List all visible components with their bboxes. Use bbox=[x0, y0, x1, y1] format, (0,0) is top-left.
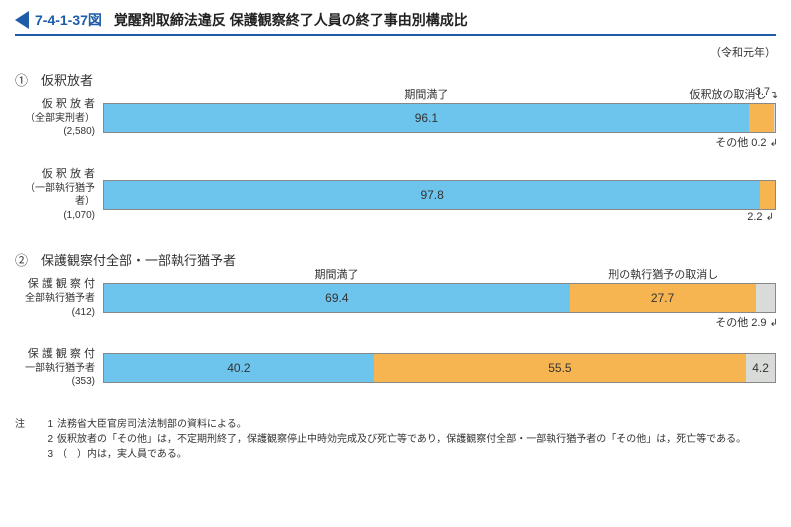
label-other: その他 2.9 ↲ bbox=[715, 314, 778, 330]
chart-row: 保 護 観 察 付 全部執行猶予者 (412)期間満了刑の執行猶予の取消し69.… bbox=[15, 277, 776, 319]
labels-below: その他 2.9 ↲ bbox=[103, 314, 776, 330]
bar-segment: 27.7 bbox=[570, 284, 756, 312]
footnote-label: 注 bbox=[15, 417, 39, 462]
footnotes: 注 1 法務省大臣官房司法法制部の資料による。 2 仮釈放者の「その他」は，不定… bbox=[15, 417, 776, 462]
bar-segment bbox=[756, 284, 775, 312]
label-revoke: 刑の執行猶予の取消し bbox=[608, 266, 718, 282]
bar-segment bbox=[760, 181, 775, 209]
footnote-text: （ ）内は，実人員である。 bbox=[57, 447, 776, 462]
bar: 40.255.54.2 bbox=[103, 353, 776, 383]
chart-row: 仮 釈 放 者 （一部執行猶予者） (1,070)97.82.2 ↲ bbox=[15, 167, 776, 222]
bar-segment: 97.8 bbox=[104, 181, 760, 209]
label-other: その他 0.2 ↲ bbox=[715, 134, 778, 150]
bar-container: 期間満了刑の執行猶予の取消し69.427.7その他 2.9 ↲ bbox=[103, 283, 776, 313]
labels-below: 3.7その他 0.2 ↲ bbox=[103, 134, 776, 150]
bar: 96.1 bbox=[103, 103, 776, 133]
chart-row: 保 護 観 察 付 一部執行猶予者 (353)40.255.54.2 bbox=[15, 347, 776, 389]
footnote-text: 仮釈放者の「その他」は，不定期刑終了，保護観察停止中時効完成及び死亡等であり，保… bbox=[57, 432, 776, 447]
labels-above: 期間満了仮釈放の取消し ↴ bbox=[103, 86, 776, 102]
figure-number: 7-4-1-37図 bbox=[35, 10, 102, 30]
footnote-text: 法務省大臣官房司法法制部の資料による。 bbox=[57, 417, 776, 432]
labels-below: 2.2 ↲ bbox=[103, 211, 776, 227]
bar-segment: 55.5 bbox=[374, 354, 746, 382]
row-label: 保 護 観 察 付 一部執行猶予者 (353) bbox=[15, 347, 103, 389]
header-triangle-icon bbox=[15, 11, 29, 29]
bar: 69.427.7 bbox=[103, 283, 776, 313]
bar-segment: 40.2 bbox=[104, 354, 374, 382]
labels-below bbox=[103, 384, 776, 400]
row-label: 保 護 観 察 付 全部執行猶予者 (412) bbox=[15, 277, 103, 319]
footnote-item: 2 仮釈放者の「その他」は，不定期刑終了，保護観察停止中時効完成及び死亡等であり… bbox=[39, 432, 776, 447]
label-period-complete: 期間満了 bbox=[404, 86, 448, 102]
labels-above: 期間満了 刑の執行猶予の取消し bbox=[103, 266, 776, 282]
bar-container: 97.82.2 ↲ bbox=[103, 180, 776, 210]
chart-row: 仮 釈 放 者 （全部実刑者） (2,580)期間満了仮釈放の取消し ↴96.1… bbox=[15, 97, 776, 139]
figure-title: 覚醒剤取締法違反 保護観察終了人員の終了事由別構成比 bbox=[114, 10, 468, 30]
footnote-index: 3 bbox=[39, 447, 57, 462]
year-label: （令和元年） bbox=[15, 44, 776, 60]
bar-container: 期間満了仮釈放の取消し ↴96.13.7その他 0.2 ↲ bbox=[103, 103, 776, 133]
bar-segment: 96.1 bbox=[104, 104, 749, 132]
footnote-item: 1 法務省大臣官房司法法制部の資料による。 bbox=[39, 417, 776, 432]
bar-segment bbox=[774, 104, 775, 132]
row-label: 仮 釈 放 者 （全部実刑者） (2,580) bbox=[15, 97, 103, 139]
figure-header: 7-4-1-37図 覚醒剤取締法違反 保護観察終了人員の終了事由別構成比 bbox=[15, 10, 776, 36]
bar-container: 40.255.54.2 bbox=[103, 353, 776, 383]
footnote-index: 1 bbox=[39, 417, 57, 432]
label-below-right: 2.2 ↲ bbox=[747, 211, 774, 223]
segment-value-outside: 3.7 bbox=[755, 86, 770, 98]
footnote-item: 3 （ ）内は，実人員である。 bbox=[39, 447, 776, 462]
bar: 97.8 bbox=[103, 180, 776, 210]
label-period-complete: 期間満了 bbox=[315, 266, 359, 282]
bar-segment bbox=[749, 104, 774, 132]
footnote-index: 2 bbox=[39, 432, 57, 447]
row-label: 仮 釈 放 者 （一部執行猶予者） (1,070) bbox=[15, 167, 103, 222]
bar-segment: 4.2 bbox=[746, 354, 775, 382]
bar-segment: 69.4 bbox=[104, 284, 570, 312]
